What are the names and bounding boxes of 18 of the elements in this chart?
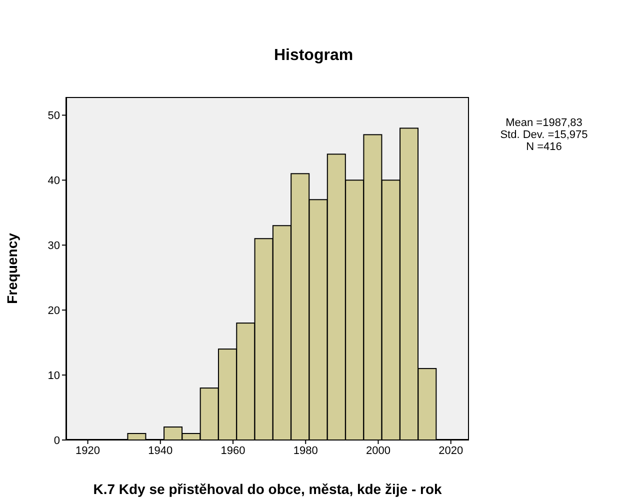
- x-tick-label: 2020: [438, 444, 464, 457]
- text: Mean =1987,83: [504, 117, 584, 129]
- y-tick-label: 20: [48, 304, 60, 317]
- x-axis-title: K.7 Kdy se přistěhoval do obce, města, kde žije - rok: [93, 481, 442, 497]
- x-tick-label: 1940: [148, 444, 173, 457]
- text: Std. Dev. =15,975: [499, 129, 589, 141]
- y-tick-label: 10: [48, 370, 60, 382]
- x-tick-label: 1960: [220, 444, 246, 457]
- x-tick-label: 1980: [293, 444, 318, 457]
- y-tick-label: 40: [48, 175, 60, 188]
- text: N =416: [525, 141, 563, 153]
- y-tick-label: 30: [48, 240, 60, 252]
- x-tick-label: 2000: [366, 444, 390, 457]
- x-tick-label: 1920: [76, 444, 100, 457]
- chart-title: Histogram: [272, 47, 354, 65]
- y-axis-title: Frequency: [4, 232, 20, 304]
- y-tick-label: 50: [48, 110, 60, 122]
- y-tick-label: 0: [54, 434, 60, 447]
